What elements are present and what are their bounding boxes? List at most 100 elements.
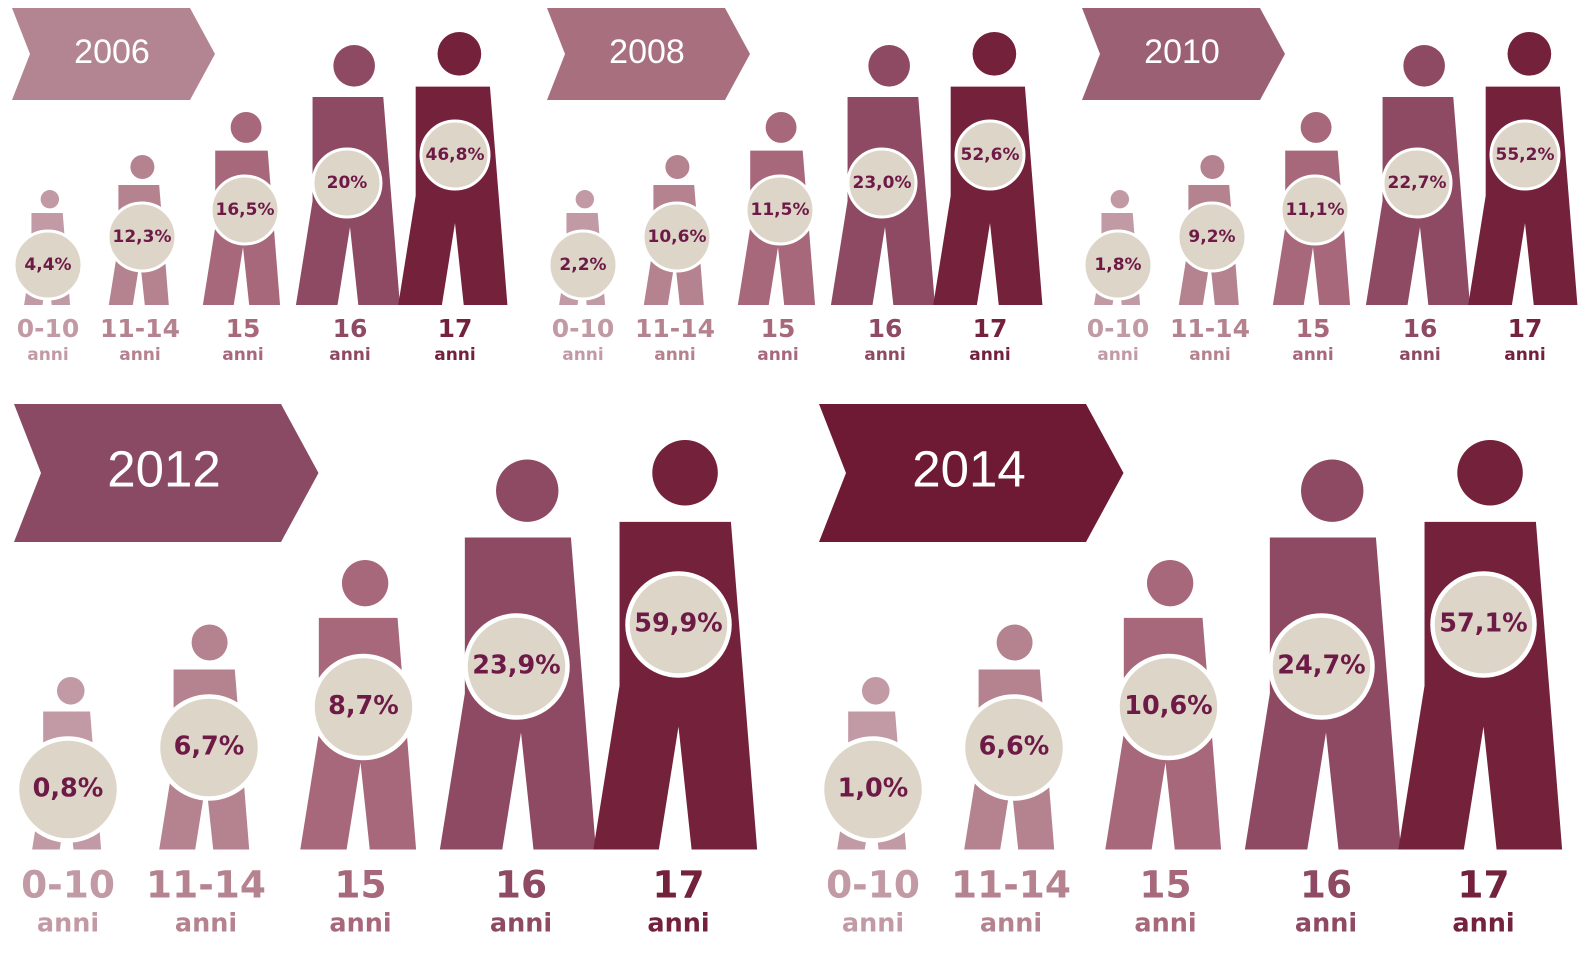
figure-head [972,32,1017,76]
figure-head [437,32,482,76]
figure-head [1403,45,1445,87]
value-label: 12,3% [113,227,172,247]
category-unit: anni [1504,345,1546,365]
figure-head [996,624,1033,661]
figure-head [496,459,559,522]
figure-head [1301,459,1364,522]
category-unit: anni [1399,345,1441,365]
category-unit: anni [119,345,161,365]
category-label: 0-10 [552,314,615,343]
year-label: 2010 [1144,33,1220,71]
category-label: 11-14 [1170,314,1250,343]
value-circle [1268,613,1375,720]
category-label: 0-10 [17,314,80,343]
year-banner [1082,8,1285,100]
value-circle [209,174,281,246]
category-label: 11-14 [951,863,1071,907]
value-circle [463,613,570,720]
value-circle [960,694,1068,801]
category-unit: anni [654,345,696,365]
value-circle [1115,653,1222,761]
value-circle [12,229,84,301]
figure-head [341,560,389,607]
category-label: 16 [868,314,903,343]
value-circle [1082,229,1154,301]
value-circle [419,119,491,191]
category-unit: anni [1189,345,1231,365]
category-unit: anni [562,345,604,365]
category-label: 17 [1508,314,1543,343]
category-unit: anni [27,345,69,365]
value-circle [641,201,713,273]
value-circle [155,694,263,801]
category-unit: anni [969,345,1011,365]
value-circle [1176,201,1248,273]
figure-head [333,45,375,87]
figure-head [765,112,797,143]
value-label: 55,2% [1496,145,1555,165]
panel: 20064,4%0-10anni12,3%11-14anni16,5%15ann… [12,8,508,365]
year-banner [14,404,319,542]
value-label: 59,9% [634,609,722,639]
year-label: 2012 [107,440,220,497]
category-unit: anni [490,909,552,939]
figure-head [130,155,155,179]
figure-head [1300,112,1332,143]
figure-head [575,190,595,209]
category-label: 15 [1296,314,1331,343]
category-unit: anni [434,345,476,365]
value-label: 52,6% [961,145,1020,165]
category-label: 15 [761,314,796,343]
value-label: 16,5% [216,200,275,220]
year-banner [12,8,215,100]
category-label: 17 [1457,863,1509,907]
figure-body [933,86,1043,305]
category-label: 0-10 [826,863,920,907]
category-label: 16 [333,314,368,343]
category-label: 0-10 [21,863,115,907]
panel: 20120,8%0-10anni6,7%11-14anni8,7%15anni2… [14,404,758,939]
figure-head [861,677,890,705]
value-label: 9,2% [1188,227,1235,247]
value-circle [310,653,417,761]
category-unit: anni [1452,909,1514,939]
year-banner [547,8,750,100]
category-label: 11-14 [146,863,266,907]
category-label: 16 [495,863,547,907]
value-circle [547,229,619,301]
year-banner [819,404,1124,542]
value-label: 6,7% [174,732,245,762]
panel: 20101,8%0-10anni9,2%11-14anni11,1%15anni… [1082,8,1578,365]
value-label: 11,5% [751,200,810,220]
value-label: 0,8% [33,774,104,804]
figure-body [1398,521,1563,850]
category-unit: anni [1295,909,1357,939]
value-circle [1430,571,1537,678]
figure-head [665,155,690,179]
category-label: 17 [973,314,1008,343]
category-label: 11-14 [635,314,715,343]
value-label: 4,4% [24,255,71,275]
category-unit: anni [329,345,371,365]
category-unit: anni [647,909,709,939]
value-circle [14,736,122,843]
figure-head [868,45,910,87]
category-label: 15 [1139,863,1191,907]
category-label: 11-14 [100,314,180,343]
value-circle [625,571,732,678]
value-label: 1,0% [838,774,909,804]
category-label: 0-10 [1087,314,1150,343]
category-unit: anni [175,909,237,939]
category-unit: anni [980,909,1042,939]
category-unit: anni [1292,345,1334,365]
value-label: 10,6% [1124,691,1212,721]
value-circle [1489,119,1561,191]
figure-body [593,521,758,850]
figure-head [1457,440,1523,506]
category-label: 17 [652,863,704,907]
value-circle [1279,174,1351,246]
figure-head [56,677,85,705]
figure-head [1146,560,1194,607]
figure-head [230,112,262,143]
